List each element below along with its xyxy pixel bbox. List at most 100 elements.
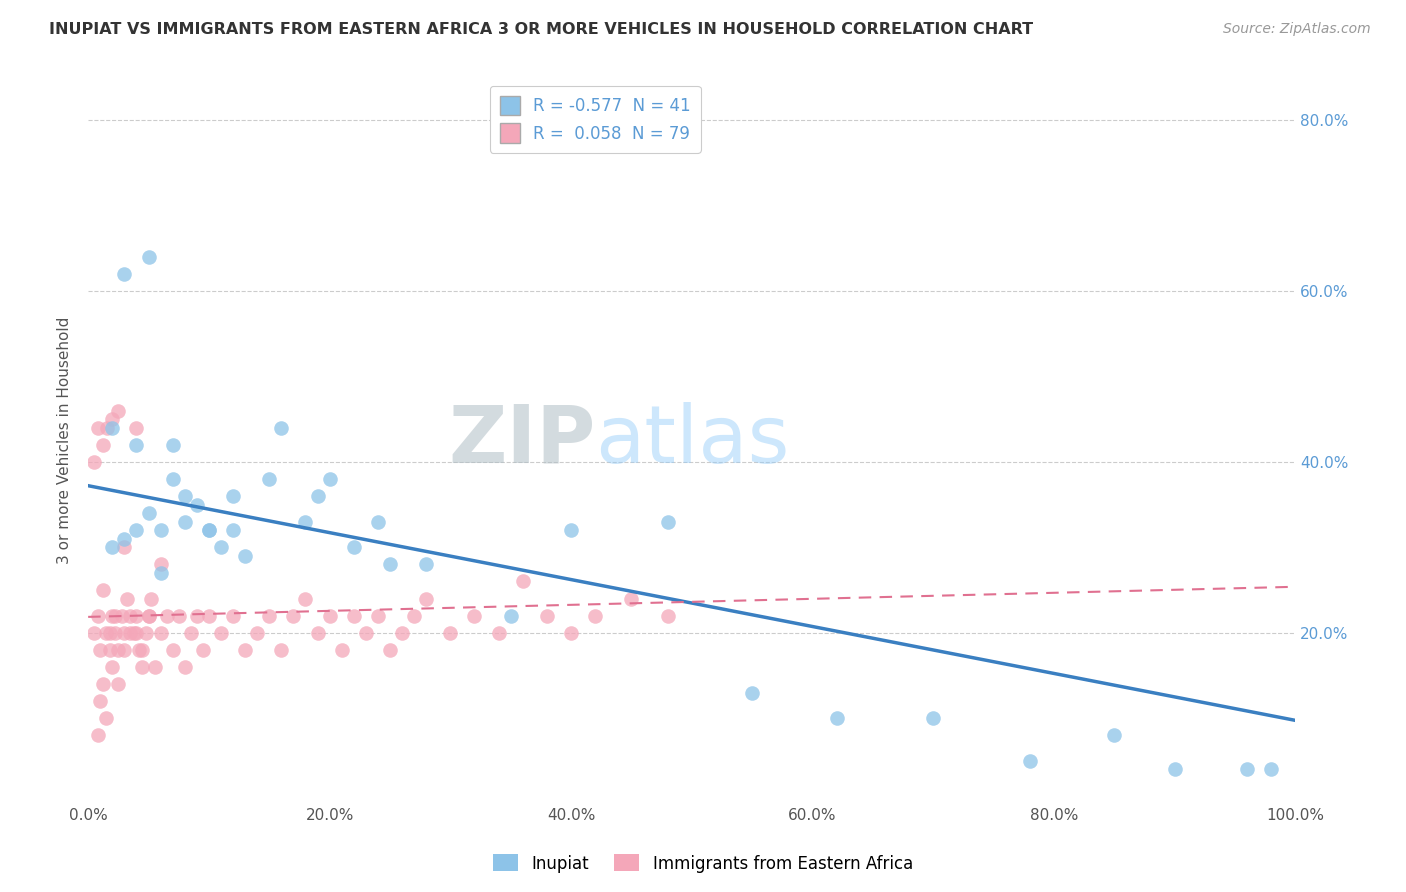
Point (583, 608, 606, 623)
Point (367, 515, 389, 529)
Point (186, 498, 208, 512)
Point (101, 608, 124, 623)
Point (125, 608, 148, 623)
Point (222, 608, 245, 623)
Point (415, 558, 437, 572)
Point (512, 574, 534, 589)
Point (96, 421, 118, 435)
Point (233, 643, 256, 657)
Point (378, 558, 401, 572)
Point (135, 625, 157, 640)
Point (620, 591, 643, 606)
Point (89, 643, 111, 657)
Point (657, 608, 679, 623)
Legend: R = -0.577  N = 41, R =  0.058  N = 79: R = -0.577 N = 41, R = 0.058 N = 79 (489, 86, 700, 153)
Point (1018, 754, 1040, 768)
Point (222, 523, 245, 537)
Point (536, 608, 558, 623)
Point (173, 515, 195, 529)
Point (330, 643, 353, 657)
Point (415, 591, 437, 606)
Point (115, 591, 138, 606)
Point (107, 643, 129, 657)
Point (198, 523, 221, 537)
Point (87, 728, 110, 742)
Point (167, 608, 190, 623)
Point (270, 421, 292, 435)
Point (391, 625, 413, 640)
Point (463, 608, 485, 623)
Point (120, 625, 142, 640)
Point (186, 608, 208, 623)
Point (294, 591, 316, 606)
Point (149, 566, 172, 580)
Y-axis label: 3 or more Vehicles in Household: 3 or more Vehicles in Household (58, 317, 72, 565)
Point (139, 591, 162, 606)
Point (1260, 763, 1282, 777)
Text: atlas: atlas (595, 401, 790, 480)
Point (138, 608, 160, 623)
Point (283, 608, 305, 623)
Point (101, 541, 124, 555)
Point (96, 625, 118, 640)
Point (257, 608, 280, 623)
Point (198, 608, 221, 623)
Point (246, 625, 269, 640)
Point (318, 608, 340, 623)
Point (112, 643, 135, 657)
Point (112, 267, 135, 281)
Point (343, 541, 366, 555)
Point (257, 472, 280, 486)
Point (270, 643, 292, 657)
Point (378, 643, 401, 657)
Point (125, 421, 148, 435)
Point (198, 523, 221, 537)
Point (354, 625, 377, 640)
Point (125, 523, 148, 537)
Point (162, 472, 184, 486)
Point (488, 625, 510, 640)
Point (1236, 763, 1258, 777)
Point (741, 685, 763, 699)
Point (307, 625, 329, 640)
Point (162, 643, 184, 657)
Point (89, 694, 111, 708)
Point (173, 489, 195, 503)
Point (104, 608, 127, 623)
Point (318, 472, 340, 486)
Point (128, 643, 150, 657)
Point (131, 660, 153, 674)
Point (122, 625, 145, 640)
Point (101, 421, 124, 435)
Point (101, 412, 124, 426)
Point (209, 541, 232, 555)
Point (143, 660, 166, 674)
Point (107, 677, 129, 691)
Text: Source: ZipAtlas.com: Source: ZipAtlas.com (1223, 22, 1371, 37)
Point (294, 515, 316, 529)
Point (138, 608, 160, 623)
Point (222, 489, 245, 503)
Point (209, 625, 232, 640)
Point (138, 250, 160, 264)
Point (1104, 728, 1126, 742)
Text: INUPIAT VS IMMIGRANTS FROM EASTERN AFRICA 3 OR MORE VEHICLES IN HOUSEHOLD CORREL: INUPIAT VS IMMIGRANTS FROM EASTERN AFRIC… (49, 22, 1033, 37)
Point (112, 625, 135, 640)
Point (180, 625, 202, 640)
Point (91, 677, 114, 691)
Point (162, 438, 184, 452)
Point (657, 515, 679, 529)
Point (112, 532, 135, 546)
Point (98, 625, 121, 640)
Text: ZIP: ZIP (449, 401, 595, 480)
Legend: Inupiat, Immigrants from Eastern Africa: Inupiat, Immigrants from Eastern Africa (486, 847, 920, 880)
Point (499, 608, 522, 623)
Point (120, 608, 142, 623)
Point (343, 608, 366, 623)
Point (191, 643, 214, 657)
Point (107, 403, 129, 417)
Point (404, 608, 426, 623)
Point (87, 608, 110, 623)
Point (922, 711, 945, 725)
Point (104, 625, 127, 640)
